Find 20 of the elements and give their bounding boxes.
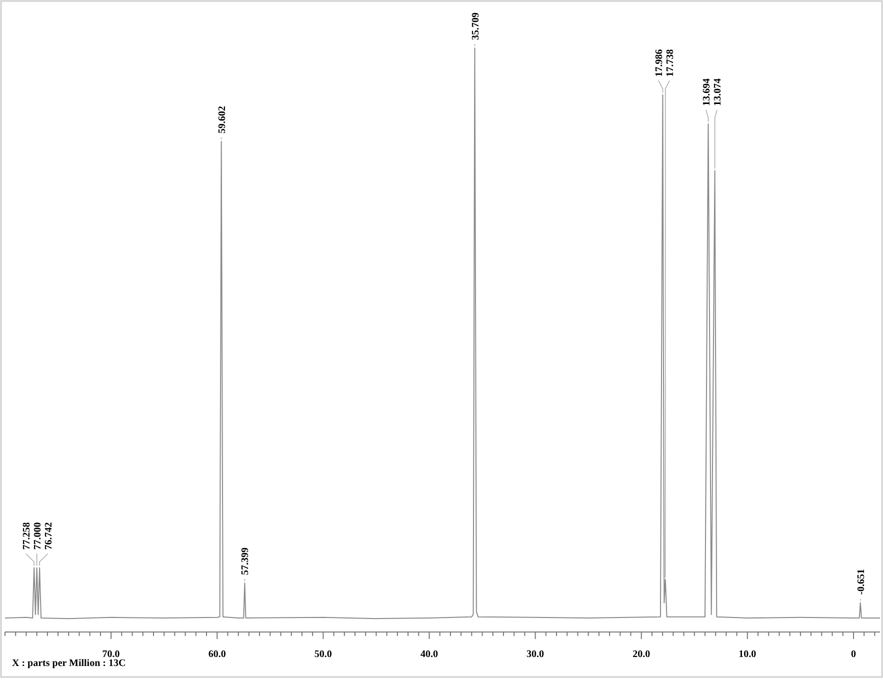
x-tick-label: 20.0	[632, 649, 650, 660]
x-axis-title: X : parts per Million : 13C	[12, 658, 126, 669]
annotation: -0.651	[856, 568, 867, 595]
annotation: 77.258	[21, 522, 32, 550]
x-tick-label: 0	[850, 649, 856, 660]
annotation: 35.709	[470, 12, 482, 40]
annotation: 17.986	[654, 49, 666, 77]
annotation: 59.602	[216, 106, 228, 134]
x-tick-label: 60.0	[208, 649, 226, 660]
x-tick-label: 70.0	[102, 649, 120, 660]
annotation: 57.399	[240, 547, 252, 575]
x-tick-label: 50.0	[314, 649, 332, 660]
annotation: 13.694	[702, 78, 713, 106]
x-tick-label: 10.0	[738, 649, 756, 660]
x-tick-label: 40.0	[420, 649, 438, 660]
annotation: 77.000	[32, 522, 44, 550]
annotation: 17.738	[665, 49, 676, 77]
x-tick-label: 30.0	[526, 649, 544, 660]
annotation: 76.742	[43, 522, 54, 550]
annotation: 13.074	[712, 78, 724, 106]
